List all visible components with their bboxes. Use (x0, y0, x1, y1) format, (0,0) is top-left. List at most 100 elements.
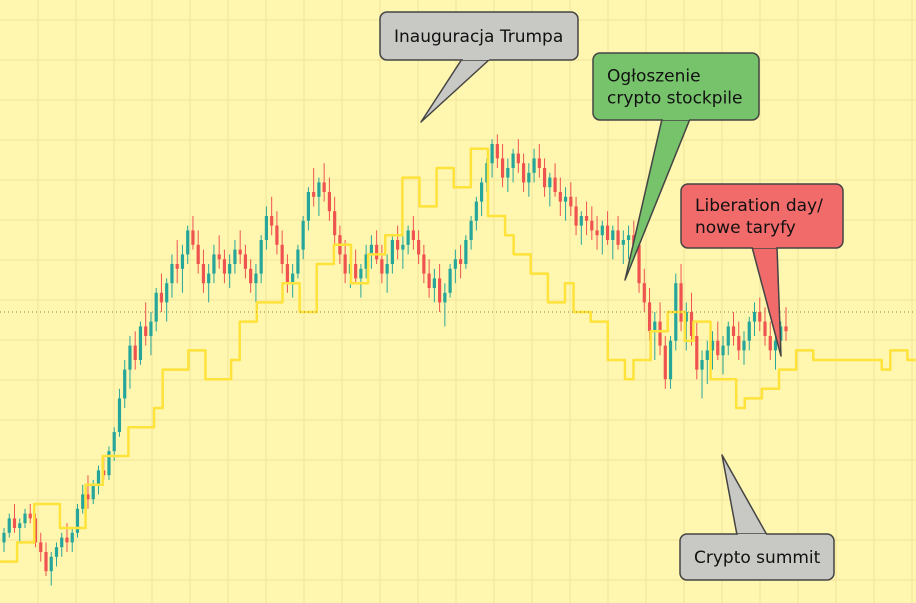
candle-body (123, 369, 127, 399)
callout-box (680, 183, 844, 249)
candle-body (721, 345, 725, 356)
candle-body (642, 283, 646, 303)
callout-label: crypto stockpile (607, 89, 742, 109)
candle-body (653, 321, 657, 332)
candle-body (128, 345, 132, 370)
candle-body (495, 144, 499, 159)
candle-body (658, 321, 662, 346)
candle-body (259, 240, 263, 274)
candle-body (364, 254, 368, 269)
callout-seam (738, 534, 766, 536)
candle-body (154, 292, 158, 322)
overlay-line-series (0, 147, 916, 563)
candle-body (249, 268, 253, 284)
candle-body (448, 268, 452, 293)
candle-body (96, 470, 101, 485)
candle-body (322, 182, 326, 192)
candle-body (438, 278, 442, 303)
candle-body (275, 225, 279, 245)
candle-body (616, 230, 620, 245)
candle-body (254, 273, 258, 284)
candle-body (296, 249, 300, 274)
callout-seam (463, 58, 489, 60)
candle-body (579, 216, 583, 226)
candle-body (668, 340, 673, 380)
candle-body (285, 264, 290, 284)
candle-body (511, 153, 515, 168)
candle-body (301, 220, 305, 250)
candle-body (23, 513, 27, 524)
candle-body (763, 321, 767, 336)
candle-body (453, 259, 457, 269)
candle-body (600, 225, 604, 236)
candle-body (75, 508, 80, 533)
candle-body (695, 336, 699, 370)
candle-body (689, 312, 694, 336)
candle-body (716, 340, 720, 356)
candle-body (65, 537, 69, 543)
callout-label: Inauguracja Trumpa (394, 27, 563, 47)
candle-body (710, 340, 715, 351)
candle-body (180, 254, 185, 269)
annotation-callout: Liberation day/nowe taryfy (680, 183, 844, 357)
candle-body (553, 177, 557, 192)
candle-body (138, 326, 143, 360)
candle-body (532, 158, 536, 173)
candle-body (317, 182, 321, 197)
candle-body (107, 451, 111, 476)
candle-body (233, 249, 237, 264)
candle-body (306, 192, 311, 221)
candle-body (264, 216, 269, 240)
callout-label: Ogłoszenie (607, 67, 701, 87)
candle-body (201, 264, 206, 284)
callout-seam (753, 246, 776, 248)
candle-body (312, 192, 316, 197)
candle-body (700, 360, 704, 370)
candle-body (117, 398, 122, 432)
candle-body (81, 494, 85, 509)
candle-body (149, 321, 153, 336)
candle-body (18, 523, 22, 528)
annotation-callout: Inauguracja Trumpa (379, 11, 579, 123)
candle-body (112, 432, 116, 452)
candle-body (217, 254, 221, 260)
candle-body (479, 182, 484, 202)
candle-body (406, 230, 410, 245)
candle-body (327, 192, 331, 212)
candle-body (527, 172, 531, 183)
candle-body (726, 326, 730, 346)
candle-body (375, 244, 379, 260)
candle-body (396, 240, 400, 250)
candle-body (563, 196, 568, 202)
callout-box (592, 52, 760, 121)
candle-body (196, 244, 200, 264)
callout-seam (663, 118, 689, 120)
candle-body (663, 345, 667, 380)
candle-body (443, 292, 447, 303)
candle-body (385, 264, 389, 274)
candle-body (758, 312, 762, 322)
candle-body (611, 230, 615, 240)
candle-body (280, 244, 284, 264)
candle-body (574, 206, 578, 226)
candle-body (144, 326, 148, 336)
candle-body (28, 513, 32, 519)
candle-body (768, 336, 772, 351)
candle-body (469, 220, 473, 240)
candle-body (595, 230, 599, 236)
candle-body (537, 158, 541, 168)
candle-body (70, 532, 74, 543)
candle-body (2, 532, 6, 543)
candle-body (542, 168, 547, 188)
candle-body (427, 273, 431, 288)
candle-body (742, 340, 746, 351)
candle-body (159, 292, 164, 303)
candle-body (270, 216, 274, 226)
candle-body (506, 168, 510, 178)
candle-body (558, 192, 562, 202)
candle-body (133, 345, 137, 360)
candle-body (548, 177, 552, 188)
